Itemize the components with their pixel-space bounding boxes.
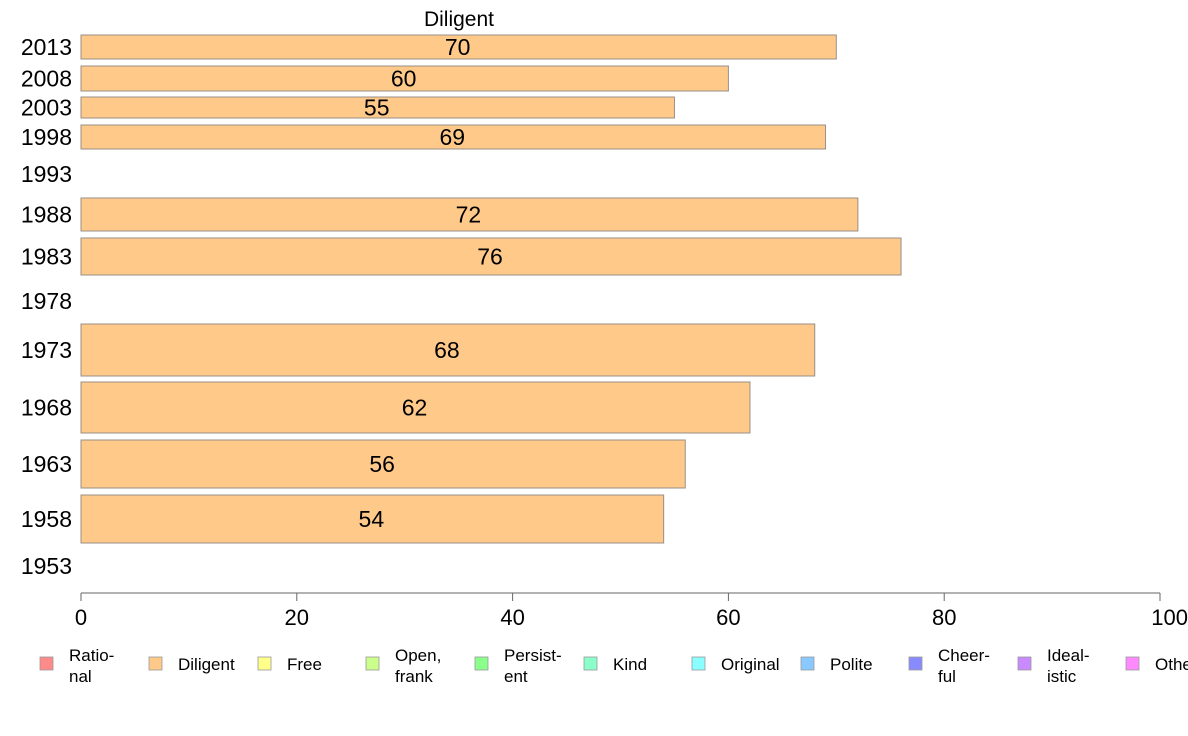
legend: Ratio-nal Diligent Free Open, frank Persist-e… <box>39 646 1188 686</box>
legend-swatch <box>1017 656 1032 671</box>
legend-label: Free <box>287 655 322 674</box>
year-label: 1988 <box>21 202 72 228</box>
legend-item: Other <box>1125 655 1188 674</box>
bar-row: 2003 55 <box>21 95 675 121</box>
year-label: 1973 <box>21 337 72 363</box>
legend-item: Polite <box>800 655 873 674</box>
legend-label: istic <box>1047 667 1077 686</box>
bar-value-label: 69 <box>439 124 465 150</box>
legend-swatch <box>583 656 598 671</box>
x-tick-label: 20 <box>285 605 309 630</box>
legend-label: Kind <box>613 655 647 674</box>
bar-row: 1973 68 <box>21 323 816 377</box>
bar <box>80 65 729 92</box>
x-tick-label: 60 <box>716 605 740 630</box>
legend-label: Original <box>721 655 780 674</box>
legend-label: Other <box>1155 655 1188 674</box>
legend-label: Ratio- <box>69 646 114 665</box>
legend-swatch <box>474 656 489 671</box>
legend-item: Kind <box>583 655 647 674</box>
x-tick-label: 80 <box>932 605 956 630</box>
legend-label: nal <box>69 667 92 686</box>
x-tick-label: 100 <box>1151 605 1188 630</box>
legend-label: ful <box>938 667 956 686</box>
legend-label: Persist- <box>504 646 562 665</box>
bar-value-label: 55 <box>364 95 390 121</box>
legend-swatch <box>148 656 163 671</box>
year-label: 2008 <box>21 66 72 92</box>
x-tick-label: 0 <box>75 605 87 630</box>
legend-item: Ratio-nal <box>39 646 114 686</box>
bar-row: 1988 72 <box>21 197 859 232</box>
bar-row: 1953 <box>21 553 72 579</box>
legend-label: Ideal- <box>1047 646 1090 665</box>
bar <box>80 323 816 377</box>
bar-rows: 2013 70 2008 60 2003 55 1998 69 1993 1988 72 1983 76… <box>21 34 902 579</box>
legend-swatch <box>1125 656 1140 671</box>
bar-value-label: 70 <box>445 34 471 60</box>
year-label: 1958 <box>21 506 72 532</box>
legend-item: Cheer-ful <box>908 646 990 686</box>
bar <box>80 124 827 150</box>
legend-swatch <box>39 656 54 671</box>
year-label: 1963 <box>21 451 72 477</box>
bar <box>80 494 665 544</box>
bar-row: 1968 62 <box>21 381 751 434</box>
bar <box>80 96 675 119</box>
legend-label: Polite <box>830 655 873 674</box>
legend-swatch <box>365 656 380 671</box>
legend-item: Ideal-istic <box>1017 646 1090 686</box>
bar-row: 2008 60 <box>21 65 729 92</box>
legend-swatch <box>908 656 923 671</box>
bar-row: 1993 <box>21 161 72 187</box>
legend-item: Free <box>257 655 322 674</box>
bar-value-label: 68 <box>434 337 460 363</box>
year-label: 2003 <box>21 95 72 121</box>
bar <box>80 237 902 276</box>
bar-row: 1958 54 <box>21 494 665 544</box>
chart-title: Diligent <box>424 8 494 31</box>
bar-value-label: 54 <box>359 506 385 532</box>
x-axis: 0 20 40 60 80 100 <box>75 592 1188 630</box>
bar-row: 1983 76 <box>21 237 902 276</box>
legend-label: frank <box>395 667 433 686</box>
bar <box>80 34 837 60</box>
bar-value-label: 76 <box>477 244 503 270</box>
legend-label: ent <box>504 667 528 686</box>
year-label: 1993 <box>21 161 72 187</box>
year-label: 2013 <box>21 34 72 60</box>
legend-item: Diligent <box>148 655 235 674</box>
legend-item: Open, frank <box>365 646 441 686</box>
bar <box>80 197 859 232</box>
legend-swatch <box>691 656 706 671</box>
bar <box>80 439 686 489</box>
bar-row: 1998 69 <box>21 124 827 150</box>
year-label: 1968 <box>21 395 72 421</box>
bar-row: 1963 56 <box>21 439 686 489</box>
year-label: 1953 <box>21 553 72 579</box>
bar-row: 2013 70 <box>21 34 837 60</box>
year-label: 1978 <box>21 288 72 314</box>
legend-swatch <box>257 656 272 671</box>
bar <box>80 381 751 434</box>
bar-row: 1978 <box>21 288 72 314</box>
legend-label: Cheer- <box>938 646 990 665</box>
legend-swatch <box>800 656 815 671</box>
bar-value-label: 56 <box>369 451 395 477</box>
bar-value-label: 62 <box>402 395 428 421</box>
bar-value-label: 72 <box>456 202 482 228</box>
bar-value-label: 60 <box>391 66 417 92</box>
legend-label: Diligent <box>178 655 235 674</box>
legend-item: Original <box>691 655 780 674</box>
x-tick-label: 40 <box>500 605 524 630</box>
year-label: 1983 <box>21 244 72 270</box>
legend-label: Open, <box>395 646 441 665</box>
year-label: 1998 <box>21 124 72 150</box>
legend-item: Persist-ent <box>474 646 562 686</box>
